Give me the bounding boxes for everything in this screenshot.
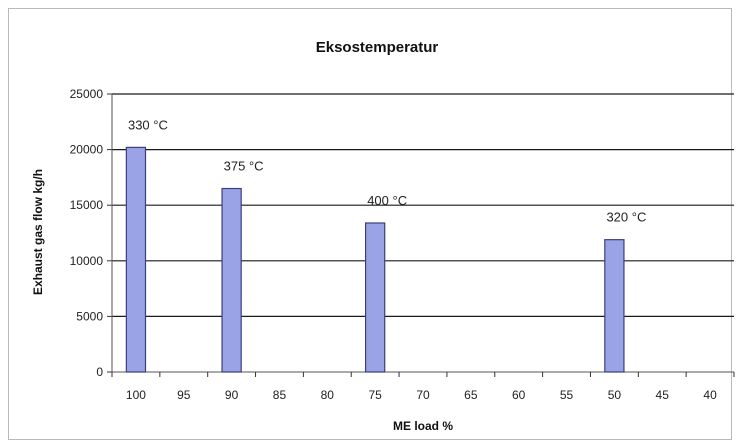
- x-tick-label: 85: [273, 388, 287, 402]
- y-tick-label: 15000: [70, 198, 104, 212]
- bar-data-label: 320 °C: [606, 210, 646, 225]
- x-axis-title: ME load %: [393, 419, 453, 433]
- bar-data-label: 375 °C: [224, 159, 264, 174]
- x-tick-label: 75: [368, 388, 382, 402]
- x-tick-label: 65: [464, 388, 478, 402]
- y-axis-title: Exhaust gas flow kg/h: [31, 169, 45, 295]
- x-tick-label: 95: [177, 388, 191, 402]
- x-tick-label: 80: [321, 388, 335, 402]
- y-tick-label: 0: [96, 365, 103, 379]
- bar: [364, 222, 386, 373]
- y-tick-label: 10000: [70, 254, 104, 268]
- x-tick-label: 100: [126, 388, 146, 402]
- plot-area: 0 5000 10000 15000 20000 25000 100 95 90 85 80 75 70…: [70, 87, 735, 402]
- bar: [221, 187, 242, 373]
- x-tick-label: 40: [703, 388, 717, 402]
- bar: [604, 239, 625, 373]
- y-tick-label: 25000: [70, 87, 104, 101]
- x-tick-label: 70: [416, 388, 430, 402]
- bar-data-label: 400 °C: [367, 193, 407, 208]
- y-tick-label: 20000: [70, 143, 104, 157]
- bar-data-label: 330 °C: [128, 117, 168, 132]
- x-tick-label: 90: [225, 388, 239, 402]
- y-tick-label: 5000: [76, 309, 103, 323]
- x-tick-label: 55: [560, 388, 574, 402]
- x-tick-label: 45: [656, 388, 670, 402]
- x-tick-label: 50: [608, 388, 622, 402]
- bar: [125, 146, 147, 373]
- chart-title: Eksostemperatur: [316, 39, 439, 56]
- x-tick-label: 60: [512, 388, 526, 402]
